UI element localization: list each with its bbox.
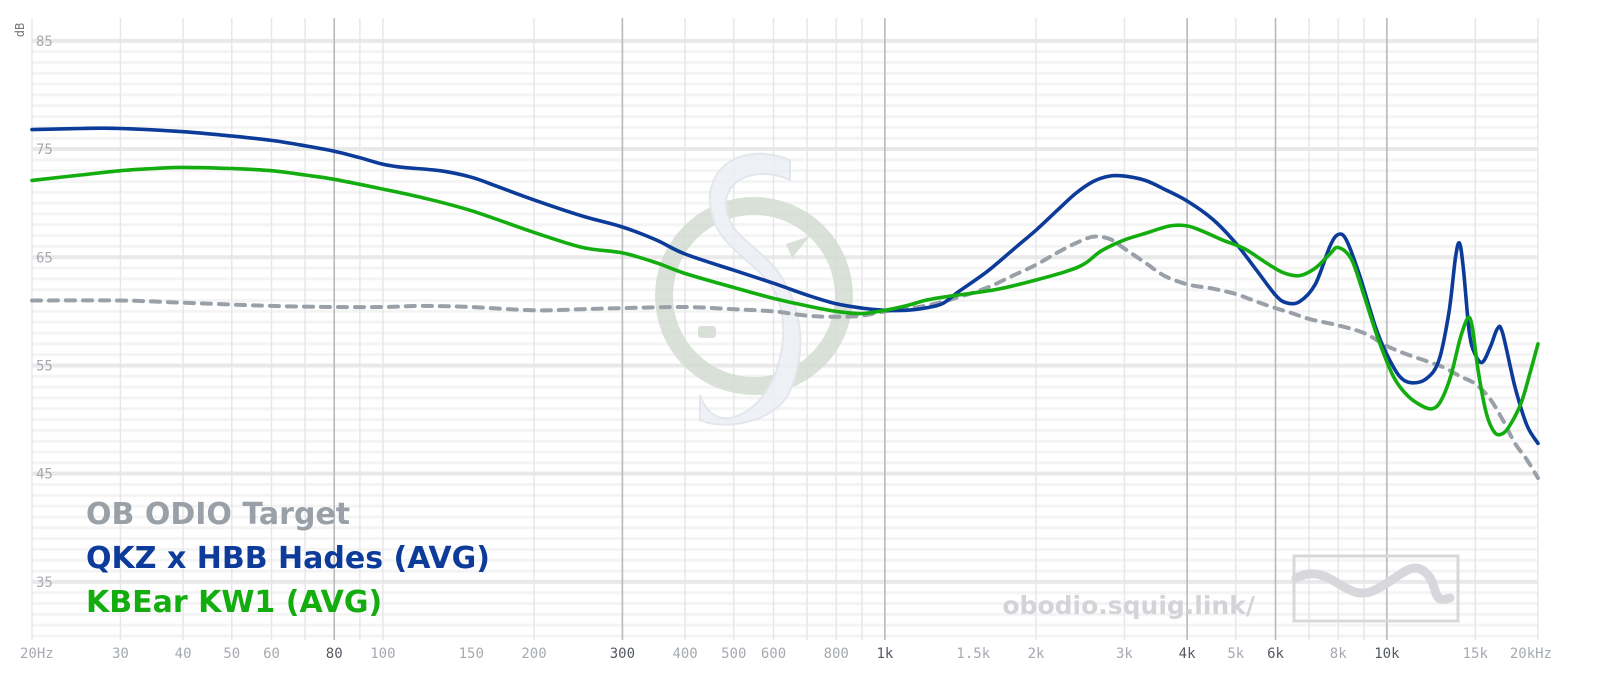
x-tick-label: 5k: [1227, 646, 1244, 662]
x-tick-label: 800: [824, 646, 849, 662]
x-tick-label: 2k: [1028, 646, 1045, 662]
squig-logo-watermark-icon: [655, 152, 853, 426]
x-tick-label: 150: [459, 646, 484, 662]
x-tick-label: 30: [112, 646, 129, 662]
series-line-3: [30, 165, 1540, 437]
legend-entry: OB ODIO Target: [86, 497, 350, 532]
x-tick-label: 15k: [1463, 646, 1489, 662]
x-tick-label: 300: [610, 646, 635, 662]
series-line-1: [30, 234, 1540, 480]
x-tick-label: 400: [672, 646, 697, 662]
y-axis-ticks: 85 75 65 55 45 35: [36, 34, 53, 591]
squig-wave-logo-icon: [1291, 554, 1460, 623]
y-tick-label: 65: [36, 250, 53, 266]
y-tick-label: 55: [36, 358, 53, 374]
x-tick-label: 600: [761, 646, 786, 662]
x-tick-label: 500: [721, 646, 746, 662]
watermark-url: obodio.squig.link/: [1002, 591, 1255, 620]
x-tick-label: 40: [175, 646, 192, 662]
x-tick-label: 6k: [1267, 646, 1284, 662]
series-layer: [30, 126, 1540, 480]
x-tick-label: 1.5k: [956, 646, 990, 662]
x-tick-label: 3k: [1116, 646, 1133, 662]
legend: OB ODIO Target QKZ x HBB Hades (AVG) KBEar…: [86, 497, 490, 620]
y-tick-label: 35: [36, 575, 53, 591]
series-line-2: [30, 126, 1540, 446]
x-axis-ticks: 20Hz 30 40 50 60 80 100 150 200 300 400 500 600 800 1k…: [20, 646, 1552, 662]
x-tick-label: 60: [263, 646, 280, 662]
x-tick-label: 8k: [1330, 646, 1347, 662]
x-tick-label: 20kHz: [1510, 646, 1552, 662]
x-tick-label: 4k: [1179, 646, 1196, 662]
y-axis-label: dB: [13, 23, 27, 37]
x-tick-label: 10k: [1374, 646, 1400, 662]
x-tick-label: 100: [370, 646, 395, 662]
x-tick-label: 1k: [876, 646, 893, 662]
x-tick-label: 80: [326, 646, 343, 662]
x-tick-label: 20Hz: [20, 646, 54, 662]
y-tick-label: 85: [36, 34, 53, 50]
legend-entry: QKZ x HBB Hades (AVG): [86, 541, 490, 576]
x-tick-label: 50: [223, 646, 240, 662]
legend-entry: KBEar KW1 (AVG): [86, 585, 382, 620]
x-tick-label: 200: [521, 646, 546, 662]
y-tick-label: 75: [36, 142, 53, 158]
vertical-grid: [31, 18, 1539, 640]
y-tick-label: 45: [36, 467, 53, 483]
